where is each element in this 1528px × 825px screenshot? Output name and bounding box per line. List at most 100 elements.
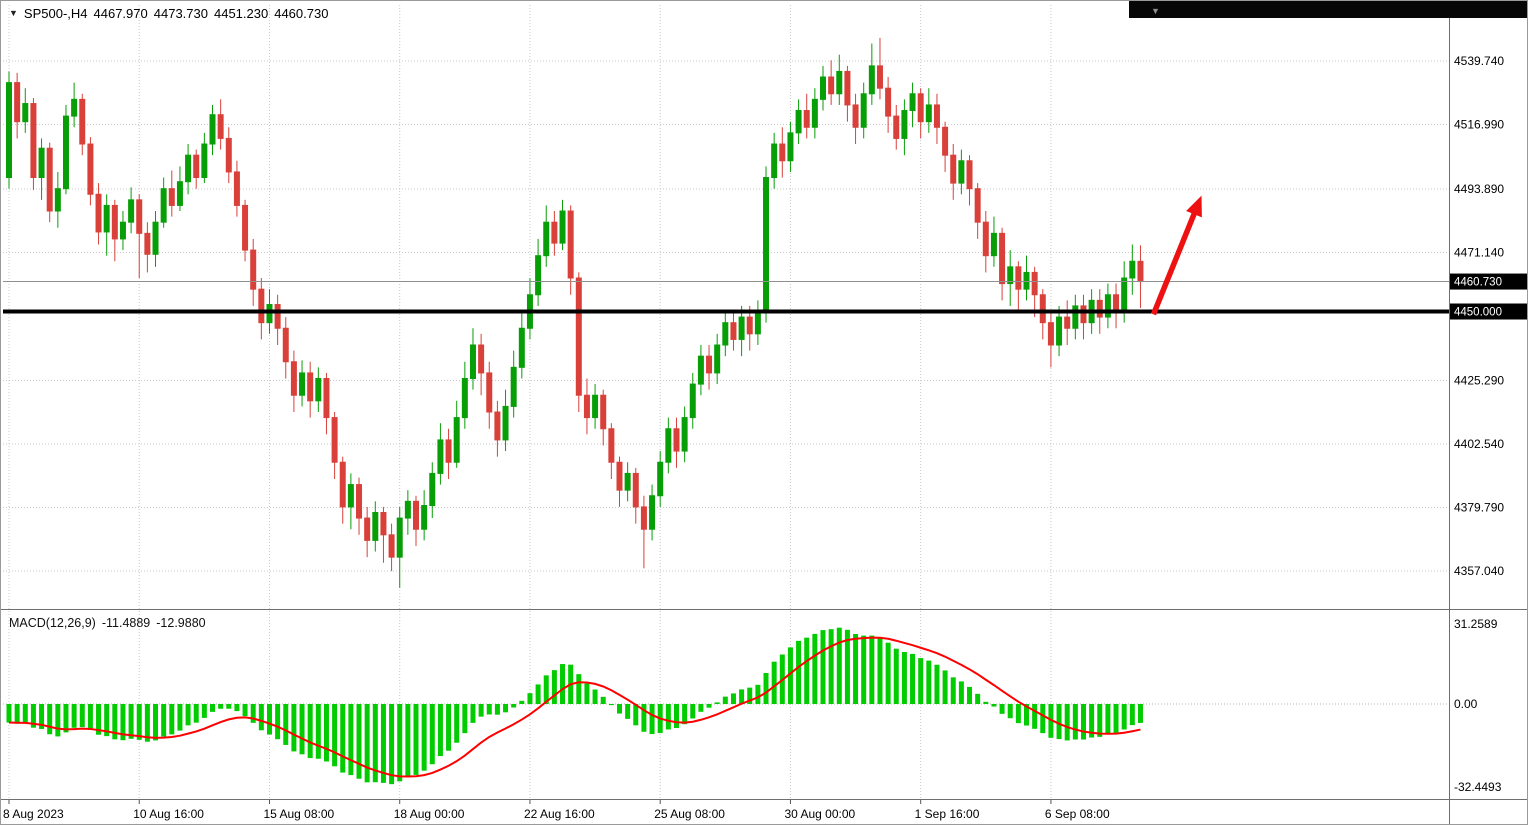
macd-histogram-bar — [470, 704, 476, 723]
candle-up — [681, 417, 688, 452]
candle-up — [559, 210, 566, 244]
macd-histogram-bar — [218, 704, 224, 709]
candle-down — [673, 428, 680, 452]
candle-up — [811, 98, 818, 128]
scroll-to-end-icon[interactable]: ▼ — [1151, 6, 1160, 16]
macd-histogram-bar — [527, 693, 533, 704]
macd-histogram-bar — [942, 670, 948, 704]
time-axis-label: 1 Sep 16:00 — [915, 807, 980, 821]
symbol-dropdown-icon[interactable]: ▼ — [9, 7, 18, 18]
macd-histogram-bar — [421, 704, 427, 771]
candle-up — [697, 355, 704, 385]
price-axis-label: 4425.290 — [1454, 373, 1504, 387]
candle-down — [445, 439, 452, 463]
candle-up — [518, 327, 525, 368]
candle-up — [901, 110, 908, 139]
candle-up — [1121, 277, 1128, 313]
candle-up — [990, 232, 997, 257]
close-value: 4460.730 — [274, 6, 329, 21]
macd-histogram-bar — [812, 633, 818, 704]
candle-down — [966, 160, 973, 190]
macd-histogram-bar — [87, 704, 93, 730]
candle-down — [632, 472, 639, 508]
macd-histogram-bar — [682, 704, 688, 725]
candle-up — [71, 98, 78, 117]
chart-ohlc-header: ▼ SP500-,H4 4467.970 4473.730 4451.230 4… — [9, 6, 328, 21]
trend-arrow-shaft[interactable] — [1150, 207, 1199, 316]
macd-histogram-bar — [323, 704, 329, 762]
candle-down — [486, 372, 493, 413]
macd-histogram-bar — [71, 704, 77, 728]
macd-histogram-bar — [307, 704, 313, 759]
trend-arrow-head[interactable] — [1186, 195, 1202, 218]
macd-histogram-bar — [299, 704, 305, 755]
price-axis-label: 4493.890 — [1454, 182, 1504, 196]
macd-histogram-bar — [275, 704, 281, 740]
macd-histogram-bar — [967, 686, 973, 704]
time-axis-label: 10 Aug 16:00 — [133, 807, 204, 821]
candle-up — [62, 115, 69, 190]
candle-down — [575, 277, 582, 396]
macd-histogram-bar — [96, 704, 102, 735]
macd-histogram-bar — [755, 684, 761, 704]
macd-histogram-bar — [641, 704, 647, 732]
macd-histogram-bar — [283, 704, 289, 745]
macd-histogram-bar — [291, 704, 297, 752]
candle-down — [111, 204, 118, 240]
macd-histogram-bar — [348, 704, 354, 776]
macd-histogram-bar — [633, 704, 639, 726]
candle-up — [836, 70, 843, 95]
symbol-period-label: SP500-,H4 — [23, 6, 88, 21]
candle-up — [689, 383, 696, 419]
candle-down — [1047, 322, 1054, 346]
macd-histogram-bar — [104, 704, 110, 737]
macd-histogram-bar — [234, 704, 240, 712]
candle-down — [583, 394, 590, 419]
candle-down — [274, 304, 281, 329]
price-axis-label: 4402.540 — [1454, 437, 1504, 451]
candle-up — [103, 204, 110, 233]
macd-histogram-bar — [926, 660, 932, 704]
time-axis-label: 8 Aug 2023 — [3, 807, 64, 821]
time-axis-label: 25 Aug 08:00 — [654, 807, 725, 821]
candle-up — [738, 316, 745, 340]
candle-up — [201, 143, 208, 179]
candle-up — [1023, 271, 1030, 290]
candle-up — [152, 221, 159, 255]
macd-axis-label: 0.00 — [1454, 697, 1478, 711]
macd-histogram-bar — [804, 637, 810, 704]
candle-down — [1113, 294, 1120, 313]
candle-down — [640, 506, 647, 530]
candle-down — [567, 210, 574, 279]
macd-histogram-bar — [437, 704, 443, 757]
candle-down — [380, 511, 387, 536]
macd-histogram-bar — [1072, 704, 1078, 740]
candle-up — [347, 484, 354, 508]
candle-down — [478, 344, 485, 374]
macd-histogram-bar — [869, 635, 875, 704]
candle-down — [706, 355, 713, 374]
candle-up — [38, 147, 45, 179]
candle-down — [974, 188, 981, 223]
macd-signal-value: -12.9880 — [156, 616, 206, 630]
candle-down — [551, 221, 558, 244]
macd-histogram-bar — [242, 704, 248, 717]
macd-histogram-bar — [991, 704, 997, 707]
macd-histogram-bar — [836, 627, 842, 704]
time-axis[interactable]: 8 Aug 2023 10 Aug 16:00 15 Aug 08:00 18 Aug… — [3, 800, 1110, 821]
candle-down — [608, 428, 615, 463]
candle-down — [876, 65, 883, 89]
time-axis-label: 6 Sep 08:00 — [1045, 807, 1110, 821]
macd-axis[interactable]: 31.2589 0.00 -32.4493 — [1454, 617, 1502, 794]
macd-histogram-bar — [364, 704, 370, 783]
grid — [3, 5, 1449, 798]
macd-histogram-bar — [397, 704, 403, 782]
price-axis[interactable]: 4539.740 4516.990 4493.890 4471.140 4425.290… — [1450, 54, 1528, 578]
candle-up — [795, 110, 802, 134]
macd-histogram-bar — [983, 701, 989, 704]
candle-up — [421, 505, 428, 530]
candle-up — [754, 311, 761, 335]
price-axis-label: 4471.140 — [1454, 245, 1504, 259]
macd-histogram-bar — [1121, 704, 1127, 730]
